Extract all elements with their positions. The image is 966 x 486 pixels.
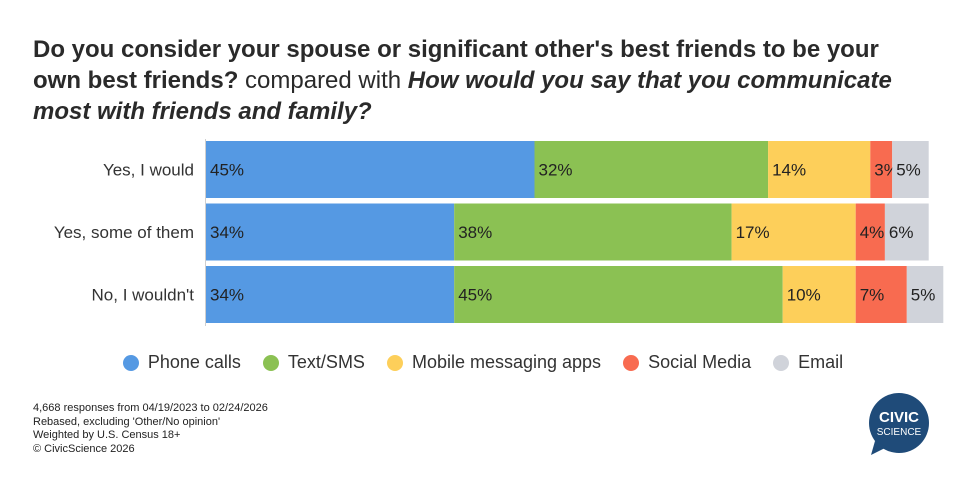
data-label: 45%: [210, 161, 244, 180]
footnote-weighting: Weighted by U.S. Census 18+: [33, 429, 181, 441]
data-label: 4%: [860, 223, 885, 242]
legend-label: Email: [798, 352, 844, 372]
bar-segment: [731, 203, 856, 261]
data-label: 5%: [911, 286, 936, 305]
bar-segment: [884, 203, 929, 261]
bar-segment: [206, 203, 455, 261]
bar-segment: [454, 203, 732, 261]
bar-segment: [870, 141, 893, 198]
title-question-1: Do you consider your spouse or significa…: [33, 36, 879, 94]
logo-text-science: SCIENCE: [877, 427, 922, 438]
footnote-copyright: © CivicScience 2026: [33, 442, 135, 455]
legend-swatch: [386, 354, 403, 371]
data-label: 7%: [860, 286, 885, 305]
legend-item: Phone calls: [122, 352, 241, 373]
legend-swatch: [262, 354, 279, 371]
legend-swatch: [773, 354, 790, 371]
legend-label: Phone calls: [147, 352, 241, 372]
data-label: 45%: [458, 286, 492, 305]
data-label: 5%: [896, 161, 921, 180]
data-label: 34%: [210, 223, 244, 242]
title-question-2: How would you say that you communicate m…: [33, 67, 892, 125]
logo-text-civic: CIVIC: [879, 409, 919, 426]
data-label: 34%: [210, 286, 244, 305]
stacked-bar-chart: Yes, I would 45% 32% 14% 3%5%Yes, some of th…: [54, 139, 944, 326]
bar-segment: [906, 266, 944, 323]
bar-segment: [782, 266, 856, 323]
footnote-rebased: Rebased, excluding 'Other/No opinion': [33, 415, 221, 428]
legend-item: Mobile messaging apps: [386, 352, 602, 373]
bar-segment: [855, 203, 885, 261]
bar-segment: [454, 266, 783, 323]
bar-segment: [206, 266, 455, 323]
bar-segment: [892, 141, 929, 198]
bar-segment: [855, 266, 907, 323]
category-label: No, I wouldn't: [92, 286, 195, 305]
logo-circle: [869, 393, 929, 453]
data-label: 32%: [539, 161, 573, 180]
legend-swatch: [122, 354, 139, 371]
data-label: 38%: [458, 223, 492, 242]
data-label: 10%: [787, 286, 821, 305]
civicscience-logo: CIVIC SCIENCE: [869, 393, 929, 455]
data-label: 14%: [772, 161, 806, 180]
footnotes: 4,668 responses from 04/19/2023 to 02/24…: [33, 402, 268, 456]
bar-segment: [206, 141, 535, 198]
data-label: 6%: [889, 223, 914, 242]
data-label: 17%: [736, 223, 770, 242]
category-label: Yes, I would: [103, 161, 194, 180]
bar-segment: [768, 141, 871, 198]
legend-label: Mobile messaging apps: [411, 352, 602, 372]
chart-legend: Phone calls Text/SMS Mobile messaging apps…: [0, 352, 966, 373]
category-label: Yes, some of them: [54, 223, 194, 242]
logo-tail: [871, 441, 887, 455]
legend-label: Social Media: [648, 352, 752, 372]
legend-label: Text/SMS: [287, 352, 365, 372]
legend-item: Email: [773, 352, 843, 373]
bar-segment: [534, 141, 769, 198]
title-connector: compared with: [238, 67, 408, 94]
legend-item: Social Media: [623, 352, 751, 373]
legend-item: Text/SMS: [262, 352, 365, 373]
footnote-responses: 4,668 responses from 04/19/2023 to 02/24…: [33, 402, 268, 414]
chart-title: Do you consider your spouse or significa…: [33, 34, 933, 127]
legend-swatch: [623, 354, 640, 371]
